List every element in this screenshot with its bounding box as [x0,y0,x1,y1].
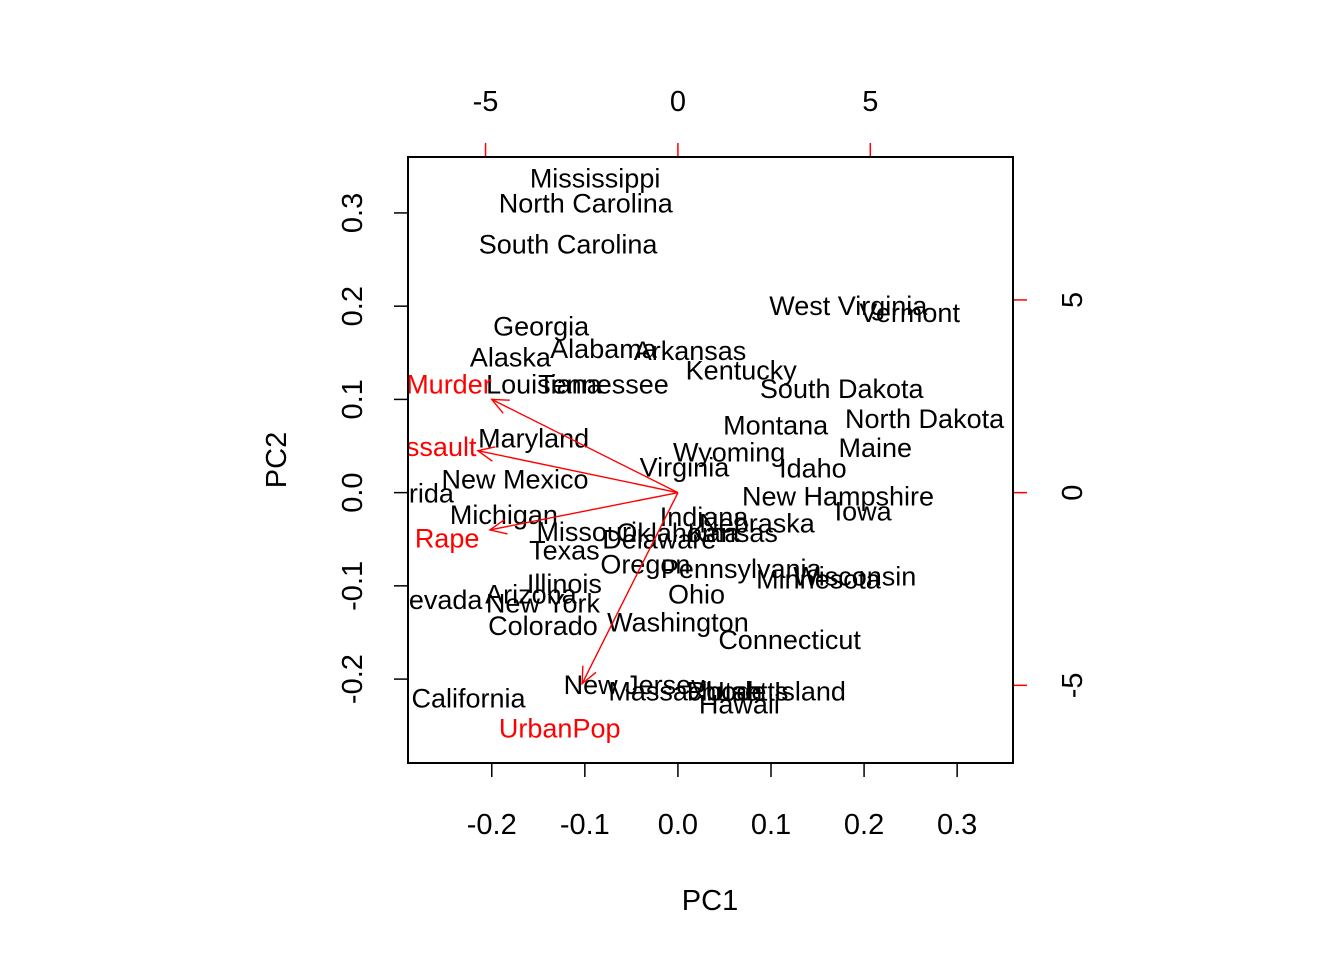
state-point-label: Arkansas [634,336,747,366]
state-point-label: Missouri [536,517,637,547]
state-point-label: Kentucky [686,356,798,386]
x-tick-label: -0.1 [560,809,610,841]
state-point-label: South Carolina [479,230,659,260]
state-point-label: Oklahoma [616,518,740,548]
top-tick-label: 5 [862,86,878,118]
x-tick-label: 0.3 [937,809,977,841]
state-point-label: Washington [607,607,749,637]
top-tick-label: -5 [473,86,499,118]
x-tick-label: 0.1 [751,809,791,841]
loading-arrow [477,449,679,494]
y-axis-label: PC2 [261,432,293,488]
state-point-label: Nevada [389,585,483,615]
state-point-label: Mississippi [530,164,661,194]
loading-label: UrbanPop [499,714,621,744]
state-point-label: Wisconsin [793,562,916,592]
loading-label: Rape [415,523,480,553]
state-point-label: Tennessee [538,370,669,400]
loading-arrowhead [476,446,496,462]
state-point-label: Virginia [640,453,731,483]
state-point-label: Massachusetts [608,676,788,706]
right-tick-label: -5 [1057,672,1089,698]
state-point-label: Indiana [660,502,750,532]
x-axis-label: PC1 [682,885,738,917]
plot-frame [407,156,1014,764]
state-point-label: West Virginia [769,291,928,321]
state-point-label: Maryland [478,424,589,454]
state-point-label: Michigan [450,500,558,530]
loading-arrow [581,492,679,685]
loading-label: Murder [406,370,492,400]
x-tick-label: -0.2 [467,809,517,841]
state-point-label: Rhode Island [687,676,846,706]
loading-arrowhead [490,398,510,414]
loading-arrowhead [488,518,508,535]
loading-arrow [489,491,679,531]
state-point-label: Arizona [485,579,578,609]
state-point-label: Texas [529,536,600,566]
state-point-label: Minnesota [756,564,882,594]
state-point-label: Nebraska [699,508,816,538]
state-point-label: North Dakota [845,404,1005,434]
y-tick-label: -0.1 [337,561,369,611]
state-point-label: South Dakota [760,374,925,404]
x-tick-label: 0.0 [658,809,698,841]
x-tick-label: 0.2 [844,809,884,841]
state-point-label: Louisiana [486,370,603,400]
state-point-label: Florida [371,479,455,509]
state-point-label: New Hampshire [742,481,934,511]
state-point-label: North Carolina [499,189,674,219]
state-point-label: Colorado [488,611,598,641]
y-tick-label: 0.1 [337,379,369,419]
loading-arrow [491,398,679,494]
loading-vectors: Murder Assault Rape UrbanPop [388,370,679,744]
state-point-label: Utah [705,676,762,706]
loading-arrowhead [581,665,597,686]
state-point-label: Illinois [527,569,602,599]
state-point-label: Alabama [550,334,658,364]
state-point-label: Vermont [859,298,960,328]
state-point-label: Oregon [600,549,690,579]
state-point-label: New Mexico [442,465,589,495]
y-tick-label: 0.0 [337,472,369,512]
state-point-label: Wyoming [673,438,785,468]
y-tick-label: 0.2 [337,286,369,326]
right-tick-label: 0 [1057,485,1089,501]
top-tick-label: 0 [670,86,686,118]
y-tick-label: -0.2 [337,654,369,704]
state-point-label: Georgia [493,312,590,342]
right-tick-label: 5 [1057,292,1089,308]
state-point-label: Kansas [688,518,778,548]
loading-label: Assault [388,432,477,462]
state-point-label: Pennsylvania [661,554,823,584]
state-point-label: California [411,684,526,714]
state-point-label: Montana [723,411,829,441]
state-point-label: Connecticut [718,625,861,655]
state-point-label: Ohio [668,579,725,609]
state-point-label: New York [486,589,601,619]
state-point-label: Iowa [835,496,893,526]
state-point-label: Hawaii [699,689,780,719]
y-tick-label: 0.3 [337,193,369,233]
state-point-label: Alaska [470,343,552,373]
state-point-label: Maine [838,433,912,463]
state-point-label: Idaho [779,453,847,483]
axes: -0.2 -0.1 0.0 0.1 0.2 0.3 -0.2 -0.1 0.0 0.1 0.2 0.3… [337,86,1089,841]
